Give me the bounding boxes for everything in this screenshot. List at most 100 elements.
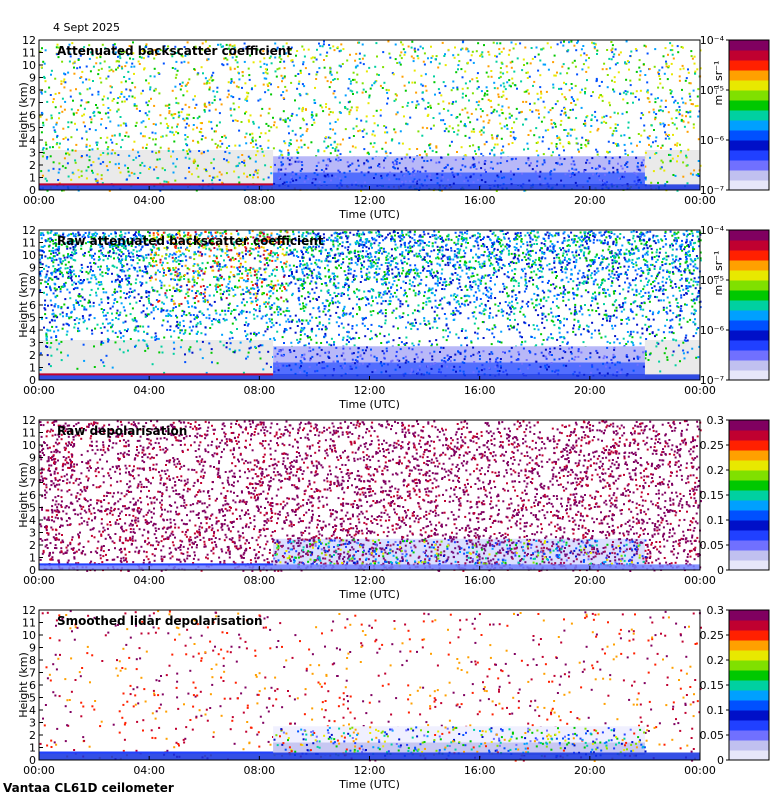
- cloud-pixel: [472, 156, 475, 159]
- data-pixel: [664, 324, 667, 327]
- data-pixel: [414, 318, 417, 321]
- data-pixel: [109, 85, 112, 88]
- cloud-pixel: [327, 164, 329, 167]
- data-pixel: [685, 154, 687, 157]
- data-pixel: [662, 245, 665, 248]
- data-pixel: [421, 91, 424, 94]
- data-pixel: [606, 74, 609, 76]
- data-pixel: [192, 264, 195, 267]
- data-pixel: [667, 255, 670, 258]
- data-pixel: [90, 121, 93, 124]
- data-pixel: [137, 177, 139, 179]
- data-pixel: [552, 86, 555, 89]
- cloud-pixel: [640, 161, 643, 164]
- data-pixel: [582, 123, 585, 125]
- data-pixel: [622, 337, 625, 340]
- data-pixel: [552, 283, 555, 286]
- data-pixel: [415, 104, 418, 107]
- data-pixel: [117, 162, 120, 165]
- data-pixel: [404, 293, 407, 296]
- data-pixel: [672, 174, 675, 176]
- data-pixel: [237, 86, 240, 89]
- data-pixel: [650, 124, 653, 127]
- data-pixel: [228, 152, 231, 155]
- data-pixel: [232, 119, 235, 122]
- data-pixel: [329, 128, 332, 131]
- data-pixel: [148, 302, 151, 304]
- data-pixel: [83, 306, 86, 309]
- data-pixel: [99, 48, 102, 51]
- data-pixel: [355, 117, 358, 120]
- data-pixel: [297, 146, 300, 149]
- data-pixel: [264, 132, 267, 135]
- data-pixel: [192, 128, 195, 131]
- data-pixel: [631, 243, 634, 246]
- data-pixel: [296, 278, 299, 281]
- data-pixel: [681, 114, 684, 117]
- data-pixel: [188, 166, 190, 169]
- data-pixel: [386, 91, 389, 94]
- data-pixel: [68, 277, 71, 279]
- data-pixel: [629, 333, 632, 336]
- data-pixel: [218, 318, 221, 321]
- data-pixel: [413, 47, 416, 50]
- data-pixel: [40, 245, 43, 248]
- data-pixel: [670, 62, 673, 65]
- data-pixel: [287, 125, 290, 128]
- data-pixel: [342, 309, 345, 312]
- data-pixel: [174, 45, 177, 48]
- data-pixel: [523, 90, 526, 93]
- data-pixel: [577, 148, 580, 151]
- data-pixel: [466, 288, 469, 291]
- data-pixel: [493, 108, 496, 111]
- data-pixel: [165, 134, 168, 137]
- data-pixel: [215, 312, 218, 315]
- data-pixel: [447, 130, 450, 133]
- data-pixel: [284, 85, 287, 88]
- data-pixel: [42, 60, 45, 63]
- cloud-pixel: [594, 167, 597, 170]
- cloud-pixel: [394, 167, 397, 170]
- data-pixel: [230, 114, 233, 117]
- data-pixel: [187, 61, 190, 64]
- data-pixel: [385, 88, 388, 91]
- data-pixel: [366, 275, 369, 278]
- data-pixel: [675, 109, 678, 112]
- data-pixel: [60, 243, 63, 246]
- data-pixel: [288, 142, 291, 144]
- data-pixel: [193, 242, 196, 245]
- data-pixel: [120, 91, 123, 93]
- data-pixel: [137, 232, 140, 235]
- data-pixel: [671, 44, 674, 47]
- data-pixel: [664, 106, 667, 108]
- data-pixel: [399, 300, 402, 303]
- data-pixel: [507, 53, 510, 56]
- data-pixel: [480, 53, 483, 56]
- data-pixel: [638, 257, 640, 260]
- data-pixel: [368, 276, 371, 279]
- data-pixel: [321, 106, 324, 109]
- data-pixel: [298, 340, 301, 343]
- data-pixel: [167, 181, 170, 184]
- data-pixel: [475, 108, 478, 111]
- cloud-pixel: [320, 169, 323, 171]
- data-pixel: [613, 90, 616, 93]
- data-pixel: [145, 79, 148, 82]
- data-pixel: [474, 260, 477, 263]
- data-pixel: [659, 122, 662, 125]
- data-pixel: [429, 270, 432, 273]
- data-pixel: [645, 329, 648, 332]
- cloud-pixel: [571, 167, 574, 170]
- data-pixel: [664, 99, 667, 102]
- data-pixel: [497, 93, 500, 96]
- data-pixel: [576, 41, 579, 44]
- data-pixel: [678, 105, 681, 108]
- data-pixel: [681, 88, 683, 91]
- data-pixel: [107, 75, 110, 78]
- data-pixel: [440, 240, 443, 243]
- data-pixel: [77, 330, 79, 333]
- cloud-pixel: [313, 178, 316, 181]
- cloud-pixel: [290, 176, 293, 179]
- cloud-pixel: [295, 173, 298, 176]
- data-pixel: [99, 62, 102, 65]
